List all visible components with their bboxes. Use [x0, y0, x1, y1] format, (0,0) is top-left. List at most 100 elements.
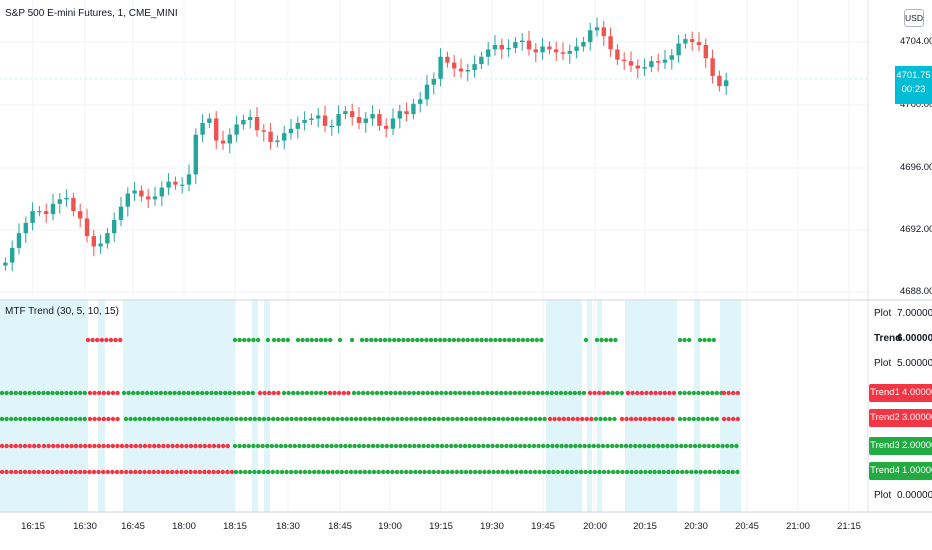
currency-button[interactable]: USD: [904, 9, 924, 27]
trend4-dot: [289, 469, 294, 475]
trend4-dot: [657, 469, 662, 475]
trend-dot: [447, 337, 452, 343]
trend3-dot: [577, 443, 583, 449]
trend3-dot: [720, 443, 725, 449]
candle-down: [384, 125, 389, 129]
trend1-dot: [59, 390, 64, 396]
trend2-dot: [151, 416, 156, 422]
trend3-dot: [729, 443, 734, 449]
trend2-dot: [243, 416, 248, 422]
trend2-dot: [211, 416, 216, 422]
plot-label: Plot: [874, 308, 892, 319]
candle-up: [594, 27, 600, 31]
trend1-dot: [110, 390, 116, 396]
candle-up: [37, 211, 42, 213]
trend3-dot: [398, 443, 403, 449]
candle-up: [125, 193, 130, 207]
trend3-dot: [628, 443, 633, 449]
trend1-dot: [644, 390, 649, 396]
trend3-dot: [311, 443, 316, 449]
trend1-dot: [700, 390, 706, 396]
candle-up: [309, 118, 314, 120]
trend3-dot: [619, 443, 624, 449]
trend2-dot: [721, 416, 727, 422]
trend4-dot: [675, 469, 680, 475]
trend4-dot: [298, 469, 303, 475]
symbol-title[interactable]: S&P 500 E-mini Futures, 1, CME_MINI: [5, 8, 178, 19]
trend3-dot: [73, 443, 79, 449]
trend4-dot: [482, 469, 487, 475]
trend2-dot: [731, 416, 736, 422]
trend3-dot: [36, 443, 41, 449]
trend4-dot: [537, 469, 542, 475]
trend1-dot: [503, 390, 508, 396]
trend4-dot: [624, 469, 630, 475]
candlestick-series[interactable]: [3, 17, 729, 272]
trend1-dot: [172, 390, 177, 396]
trend-dot: [484, 337, 489, 343]
trend3-dot: [292, 443, 297, 449]
trend4-dot: [91, 469, 97, 475]
trend1-dot: [635, 390, 640, 396]
trend4-dot: [133, 469, 138, 475]
trend1-dot: [223, 390, 228, 396]
trend4-dot: [179, 469, 184, 475]
trend-dot: [95, 337, 100, 343]
trend-dot: [373, 337, 378, 343]
candle-down: [91, 236, 96, 247]
trend3-dot: [656, 443, 661, 449]
trend-dot: [677, 337, 683, 343]
trend1-dot: [154, 390, 159, 396]
trend4-dot: [583, 469, 588, 475]
trend1-dot: [489, 390, 495, 396]
trend3-dot: [490, 443, 495, 449]
trend4-dot: [519, 469, 524, 475]
trend2-dot: [422, 416, 428, 422]
candle-up: [152, 196, 158, 200]
trend3-dot: [458, 443, 463, 449]
trend2-dot: [652, 416, 657, 422]
trend1-dot: [304, 390, 310, 396]
trend4-dot: [41, 469, 46, 475]
trend3-dot: [568, 443, 573, 449]
trend2-dot: [22, 416, 28, 422]
trend3-dot: [237, 443, 242, 449]
trend2-dot: [294, 416, 299, 422]
trend2-dot: [344, 416, 349, 422]
trend3-dot: [4, 443, 9, 449]
trend2-dot: [372, 416, 377, 422]
trend-dot: [707, 337, 712, 343]
trend4-dot: [119, 469, 124, 475]
trend3-dot: [412, 443, 417, 449]
trend3-dot: [683, 443, 688, 449]
trend2-dot: [496, 416, 501, 422]
trend3-dot: [370, 443, 376, 449]
trend3-dot: [499, 443, 504, 449]
trend1-dot: [68, 390, 74, 396]
indicator-title[interactable]: MTF Trend (30, 5, 10, 15): [5, 306, 119, 317]
trend2-dot: [561, 416, 566, 422]
trend-dot: [364, 337, 369, 343]
trend2-dot: [647, 416, 652, 422]
trend3-dot: [13, 443, 18, 449]
trend-dot: [493, 337, 498, 343]
trend4-dot: [615, 469, 620, 475]
trend4-dot: [256, 469, 262, 475]
trend3-dot: [211, 443, 217, 449]
trend3-dot: [179, 443, 184, 449]
price-tick: 4688.00: [900, 286, 932, 297]
trend-dot: [511, 337, 516, 343]
trend1-dot: [402, 390, 407, 396]
trend2-dot: [179, 416, 184, 422]
trend4-dot: [565, 469, 570, 475]
trend4-dot: [206, 469, 212, 475]
trend-dot: [520, 337, 526, 343]
trend3-dot: [129, 443, 134, 449]
trend1-dot: [190, 390, 196, 396]
trend2-dot: [137, 416, 142, 422]
trend-dot: [687, 337, 692, 343]
trend2-dot: [598, 416, 603, 422]
candle-down: [458, 68, 464, 72]
